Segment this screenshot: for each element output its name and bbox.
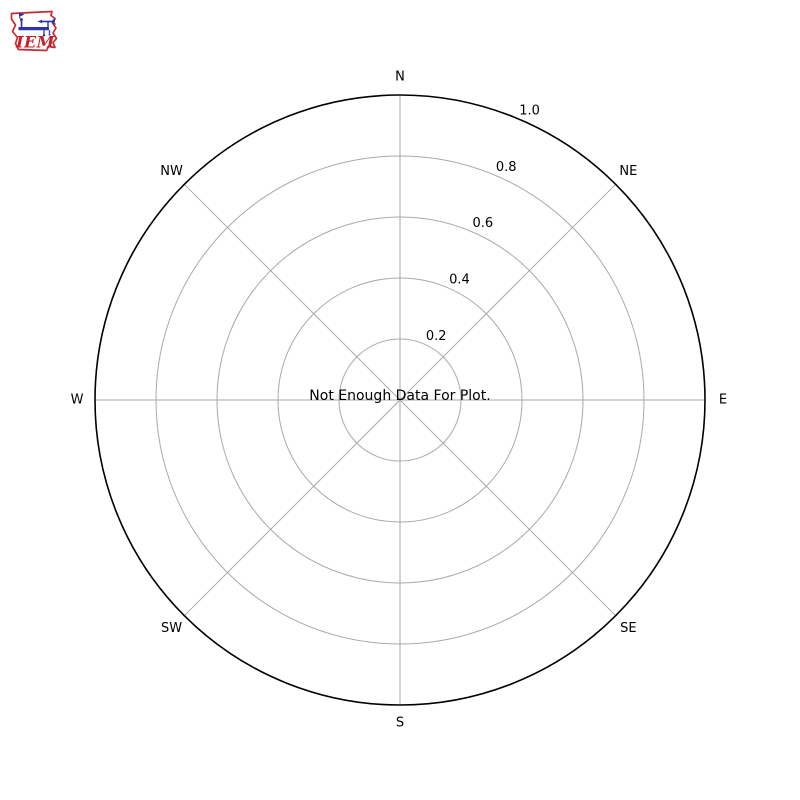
direction-label-w: W [71, 393, 84, 408]
direction-label-n: N [395, 70, 405, 85]
radial-tick-label: 0.2 [426, 329, 447, 344]
angular-gridline [183, 183, 401, 401]
no-data-annotation: Not Enough Data For Plot. [309, 388, 490, 404]
polar-labels: N NE E SE S SW W NW 0.2 0.4 0.6 0.8 1.0 [71, 70, 728, 731]
radial-tick-label: 1.0 [519, 103, 540, 118]
iem-logo-text: IEM [15, 33, 56, 52]
direction-label-nw: NW [160, 164, 183, 179]
radial-tick-label: 0.6 [473, 216, 494, 231]
polar-spine [94, 94, 706, 706]
angular-gridline [183, 399, 401, 617]
polar-grid [94, 94, 706, 706]
angular-gridline [399, 399, 617, 617]
direction-label-s: S [396, 716, 404, 731]
angular-gridline [399, 183, 617, 401]
direction-label-e: E [719, 393, 727, 408]
direction-label-ne: NE [619, 164, 637, 179]
iem-logo: IEM [10, 10, 58, 52]
direction-label-sw: SW [161, 621, 182, 636]
weather-station-icon [18, 12, 56, 37]
radial-tick-label: 0.4 [449, 273, 470, 288]
direction-label-se: SE [620, 621, 636, 636]
radial-tick-label: 0.8 [496, 160, 517, 175]
